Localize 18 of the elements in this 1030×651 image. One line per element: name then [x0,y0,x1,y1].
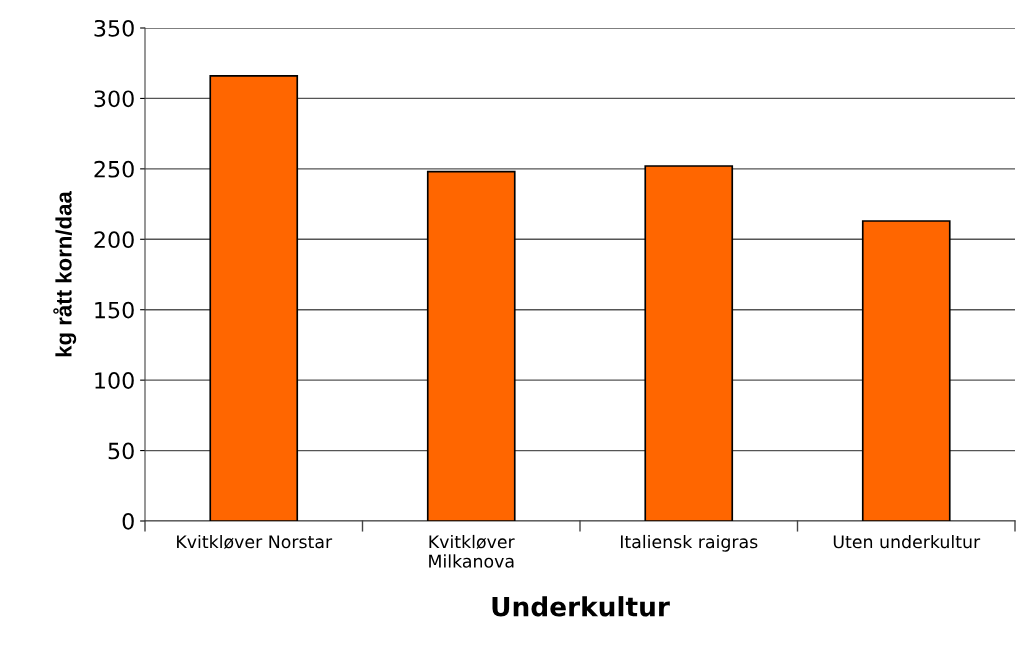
y-tick-label: 350 [94,19,134,37]
bar [861,220,951,521]
y-tick-label: 0 [122,512,134,530]
y-tick-label: 200 [94,231,134,249]
x-tick-label: Kvitkløver Norstar [177,534,333,549]
y-tick-label: 100 [95,372,134,389]
x-tick-label: Italiensk raigras [620,534,758,552]
bar [426,170,516,521]
y-tick-label: 150 [95,301,134,319]
x-tick-label: Kvitkløver Milkanova [429,534,515,568]
y-tick-label: 50 [108,442,134,460]
y-tick-label: 250 [94,160,134,178]
x-axis-title: Underkultur [492,596,670,617]
x-tick-label: Uten underkultur [833,534,981,549]
bar [644,165,734,521]
y-axis-title: kg rått korn/daa [53,191,77,357]
y-tick-label: 300 [94,90,134,108]
bar [209,75,299,521]
